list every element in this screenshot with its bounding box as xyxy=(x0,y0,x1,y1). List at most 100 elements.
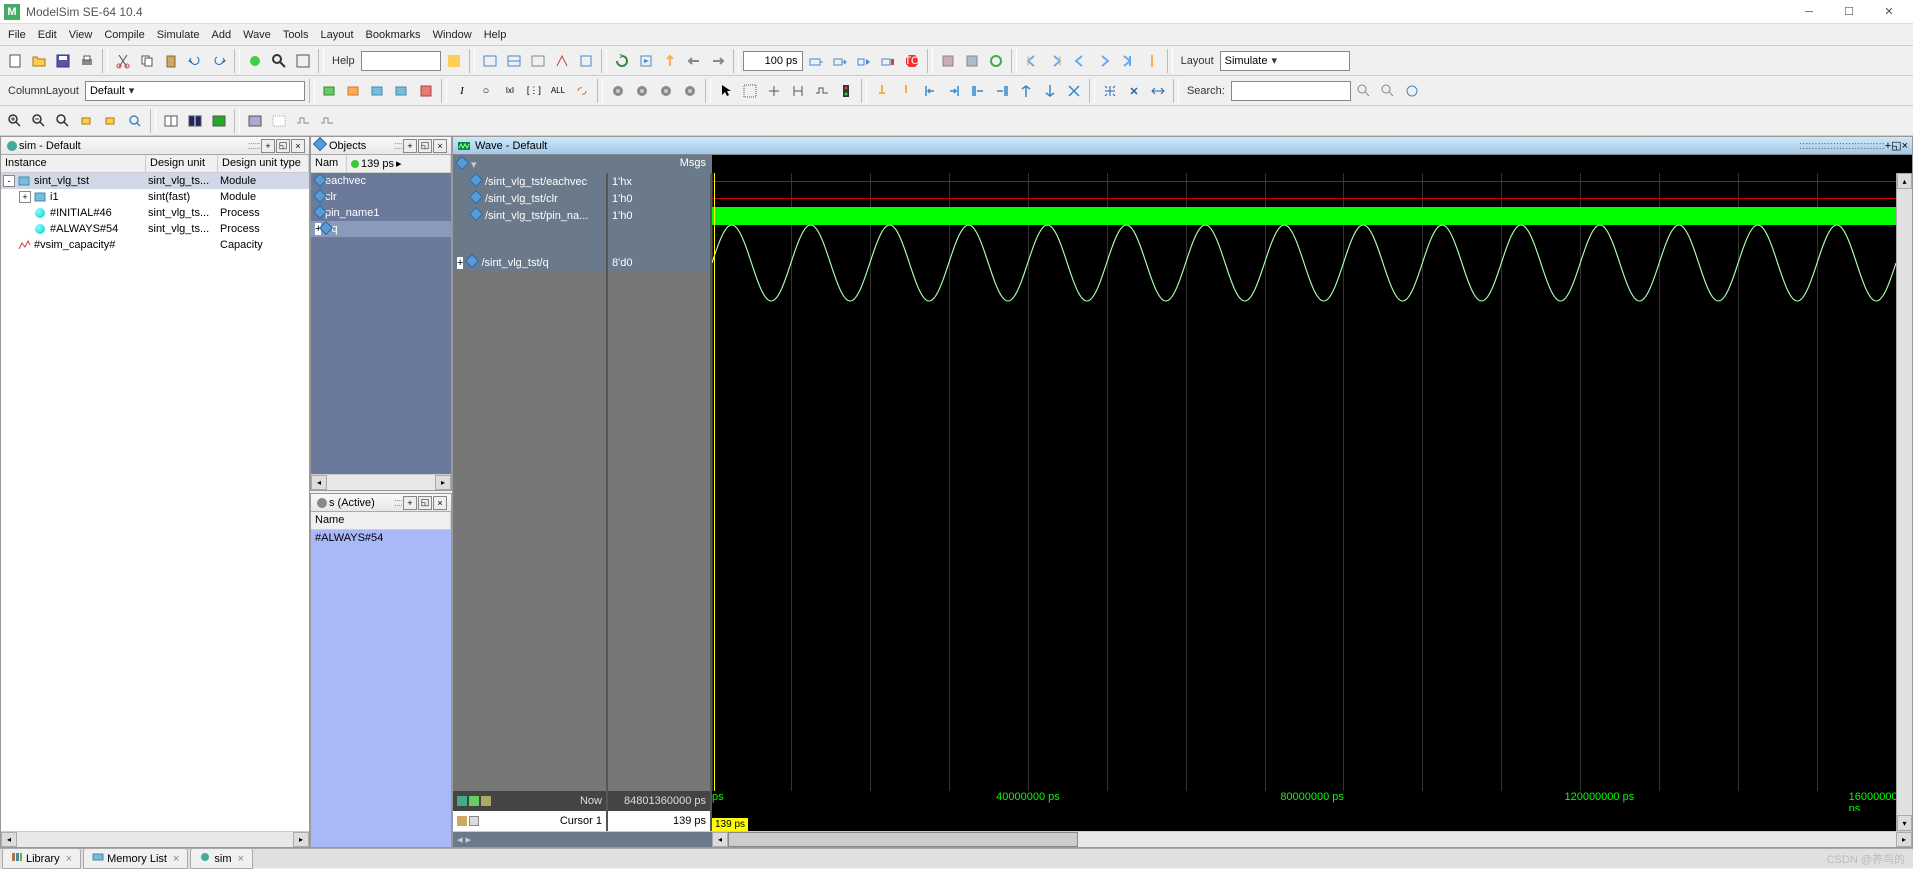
panel-add-button[interactable]: + xyxy=(261,139,275,153)
tb-btn-a5[interactable] xyxy=(575,50,597,72)
edge-next-button[interactable] xyxy=(1093,50,1115,72)
marker2-button[interactable] xyxy=(895,80,917,102)
grid-mode4-button[interactable] xyxy=(316,110,338,132)
wave-signal-names[interactable]: /sint_vlg_tst/eachvec/sint_vlg_tst/clr/s… xyxy=(453,173,608,831)
edge-next2-button[interactable] xyxy=(1117,50,1139,72)
goto-down-button[interactable] xyxy=(1039,80,1061,102)
sim-tree-row[interactable]: -sint_vlg_tstsint_vlg_ts...Module xyxy=(1,173,309,189)
tb2-btn3[interactable] xyxy=(367,80,389,102)
goto-left2-button[interactable] xyxy=(967,80,989,102)
sim-tree-row[interactable]: #INITIAL#46sint_vlg_ts...Process xyxy=(1,205,309,221)
goto-xc-button[interactable] xyxy=(1063,80,1085,102)
tb2-btn2[interactable] xyxy=(343,80,365,102)
menu-help[interactable]: Help xyxy=(484,29,507,41)
obj-col-name[interactable]: Nam xyxy=(311,155,347,172)
cursor-ruler[interactable]: 139 ps xyxy=(712,811,1896,831)
fit-button[interactable] xyxy=(1147,80,1169,102)
format-link-button[interactable] xyxy=(571,80,593,102)
format-o-button[interactable]: ○ xyxy=(475,80,497,102)
tb-btn-a4[interactable] xyxy=(551,50,573,72)
wave-signal-name[interactable]: /sint_vlg_tst/eachvec xyxy=(453,173,606,190)
settings-button[interactable] xyxy=(292,50,314,72)
format-i-button[interactable]: I xyxy=(451,80,473,102)
menu-window[interactable]: Window xyxy=(433,29,472,41)
scroll-left-button[interactable]: ◂ xyxy=(712,832,728,847)
bottom-tab-library[interactable]: Library× xyxy=(2,848,81,869)
scroll-left-button[interactable]: ◂ xyxy=(1,832,17,847)
drag-dots-icon[interactable]: :::: xyxy=(394,140,402,152)
menu-edit[interactable]: Edit xyxy=(38,29,57,41)
grid-mode1-button[interactable] xyxy=(244,110,266,132)
measure-button[interactable] xyxy=(787,80,809,102)
tb2-btn5[interactable] xyxy=(415,80,437,102)
pointer-button[interactable] xyxy=(715,80,737,102)
proc-col-name[interactable]: Name xyxy=(311,512,451,529)
cursor-right-button[interactable] xyxy=(1045,50,1067,72)
zoom-out-button[interactable] xyxy=(28,110,50,132)
scroll-right-button[interactable]: ▸ xyxy=(1896,832,1912,847)
search-prev-button[interactable] xyxy=(1377,80,1399,102)
grid-mode2-button[interactable] xyxy=(268,110,290,132)
panel-add-button[interactable]: + xyxy=(403,139,417,153)
expand-button[interactable] xyxy=(1099,80,1121,102)
gear2-button[interactable] xyxy=(631,80,653,102)
object-row[interactable]: +q xyxy=(311,221,451,237)
wave-signal-name[interactable]: /sint_vlg_tst/pin_na... xyxy=(453,207,606,224)
menu-compile[interactable]: Compile xyxy=(104,29,144,41)
scroll-up-button[interactable]: ▴ xyxy=(1897,173,1912,189)
panel-undock-button[interactable]: ◱ xyxy=(276,139,290,153)
objects-tree[interactable]: eachvecclrpin_name1+q xyxy=(311,173,451,474)
panel-close-button[interactable]: × xyxy=(291,139,305,153)
goto-right-button[interactable] xyxy=(943,80,965,102)
close-button[interactable]: ✕ xyxy=(1869,2,1909,22)
tb-btn-c2[interactable] xyxy=(961,50,983,72)
sim-col-type[interactable]: Design unit type xyxy=(218,155,309,172)
compile-button[interactable] xyxy=(244,50,266,72)
tab-close-icon[interactable]: × xyxy=(238,853,244,865)
step-back-button[interactable] xyxy=(683,50,705,72)
cut-button[interactable] xyxy=(112,50,134,72)
time-input[interactable] xyxy=(743,51,803,71)
menu-view[interactable]: View xyxy=(69,29,93,41)
dropdown-icon[interactable]: ▾ xyxy=(471,158,477,171)
goto-up-button[interactable] xyxy=(1015,80,1037,102)
tab-close-icon[interactable]: × xyxy=(66,853,72,865)
bottom-tab-sim[interactable]: sim× xyxy=(190,848,253,869)
panel-undock-button[interactable]: ◱ xyxy=(1891,139,1901,152)
menu-wave[interactable]: Wave xyxy=(243,29,271,41)
help-go-button[interactable] xyxy=(443,50,465,72)
select-button[interactable] xyxy=(739,80,761,102)
expand-toggle[interactable]: - xyxy=(3,175,15,187)
traffic-button[interactable] xyxy=(835,80,857,102)
gear1-button[interactable] xyxy=(607,80,629,102)
format-all-button[interactable]: ALL xyxy=(547,80,569,102)
tb2-btn1[interactable] xyxy=(319,80,341,102)
collapse-button[interactable] xyxy=(1123,80,1145,102)
signal-button[interactable] xyxy=(811,80,833,102)
tb-btn-a2[interactable] xyxy=(503,50,525,72)
minimize-button[interactable]: ─ xyxy=(1789,2,1829,22)
scroll-down-button[interactable]: ▾ xyxy=(1897,815,1912,831)
break-button[interactable] xyxy=(877,50,899,72)
undo-button[interactable] xyxy=(184,50,206,72)
gear3-button[interactable] xyxy=(655,80,677,102)
edge-marker-button[interactable] xyxy=(1141,50,1163,72)
object-row[interactable]: clr xyxy=(311,189,451,205)
tb-btn-c3[interactable] xyxy=(985,50,1007,72)
chevron-right-icon[interactable]: ▸ xyxy=(396,157,402,170)
menu-layout[interactable]: Layout xyxy=(321,29,354,41)
menu-bookmarks[interactable]: Bookmarks xyxy=(366,29,421,41)
scroll-right-button[interactable]: ▸ xyxy=(466,833,472,846)
wave-vscroll[interactable]: ▴ ▾ xyxy=(1896,173,1912,831)
obj-col-time[interactable]: 139 ps ▸ xyxy=(347,155,451,172)
zoom-full-button[interactable] xyxy=(52,110,74,132)
tb-btn-a1[interactable] xyxy=(479,50,501,72)
display-mode2-button[interactable] xyxy=(184,110,206,132)
processes-tree[interactable]: #ALWAYS#54 xyxy=(311,530,451,847)
scroll-right-button[interactable]: ▸ xyxy=(293,832,309,847)
scroll-left-button[interactable]: ◂ xyxy=(457,833,463,846)
menu-simulate[interactable]: Simulate xyxy=(157,29,200,41)
drag-dots-icon[interactable]: :::: xyxy=(394,497,402,509)
zoom-button[interactable] xyxy=(763,80,785,102)
search-input[interactable] xyxy=(1231,81,1351,101)
